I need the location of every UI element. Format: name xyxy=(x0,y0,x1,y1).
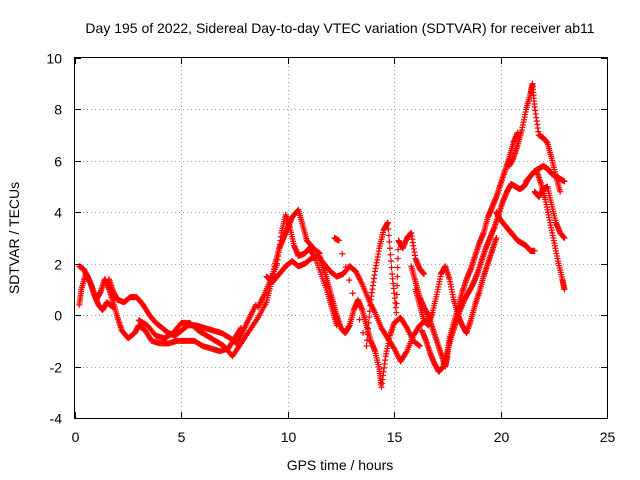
data-point xyxy=(394,273,401,280)
series-trace-12 xyxy=(493,209,538,254)
data-point xyxy=(394,282,401,289)
y-tick-label: 10 xyxy=(46,51,62,67)
x-tick-label: 10 xyxy=(281,429,297,445)
data-point xyxy=(561,178,568,185)
data-point xyxy=(393,300,400,307)
data-point xyxy=(346,277,353,284)
data-point xyxy=(342,263,349,270)
data-point xyxy=(365,319,372,326)
y-tick-label: -4 xyxy=(50,411,63,427)
series-trace-3 xyxy=(106,276,259,347)
data-point xyxy=(364,331,371,338)
series-trace-5 xyxy=(255,211,340,329)
x-tick-label: 20 xyxy=(494,429,510,445)
data-point xyxy=(416,343,423,349)
data-point xyxy=(360,329,367,336)
data-point xyxy=(388,258,395,265)
data-point xyxy=(335,237,342,244)
data-point xyxy=(393,309,400,316)
data-point xyxy=(395,246,402,253)
data-point xyxy=(353,303,360,310)
data-point xyxy=(387,251,394,258)
series-trace-14 xyxy=(523,163,568,185)
series-trace-8 xyxy=(331,219,427,349)
series-trace-16 xyxy=(533,168,568,293)
data-point xyxy=(561,235,568,241)
data-point xyxy=(415,342,422,349)
data-point xyxy=(364,337,371,344)
x-tick-label: 5 xyxy=(178,429,186,445)
data-point xyxy=(394,264,401,271)
data-point xyxy=(557,188,564,195)
y-tick-labels: -4 -2 0 2 4 6 8 10 xyxy=(46,51,62,427)
y-tick-label: 0 xyxy=(54,308,62,324)
data-point xyxy=(420,271,427,277)
x-tick-label: 15 xyxy=(387,429,403,445)
y-tick-label: 4 xyxy=(54,205,62,221)
y-tick-label: 6 xyxy=(54,154,62,170)
chart-title: Day 195 of 2022, Sidereal Day-to-day VTE… xyxy=(85,20,594,36)
series-trace-11 xyxy=(412,235,500,337)
data-point xyxy=(363,343,370,349)
x-tick-labels: 0 5 10 15 20 25 xyxy=(72,429,616,445)
y-axis-label: SDTVAR / TECUs xyxy=(6,182,22,294)
data-point xyxy=(366,314,373,321)
data-point xyxy=(365,325,372,332)
data-point xyxy=(386,245,393,252)
grid xyxy=(75,58,607,418)
series-trace-6 xyxy=(263,253,430,365)
data-point xyxy=(384,219,391,226)
data-point xyxy=(385,226,392,232)
data-point xyxy=(339,250,346,257)
data-point xyxy=(388,264,395,271)
data-point xyxy=(385,232,392,239)
series-trace-7 xyxy=(316,253,423,391)
axis-ticks xyxy=(75,58,608,419)
data-point xyxy=(531,247,538,254)
data-point xyxy=(366,308,373,315)
data-point xyxy=(349,290,356,297)
data-point xyxy=(394,255,401,262)
data-point xyxy=(393,291,400,298)
x-tick-label: 25 xyxy=(600,429,616,445)
x-tick-label: 0 xyxy=(72,429,80,445)
y-tick-label: 2 xyxy=(54,257,62,273)
y-tick-label: -2 xyxy=(50,360,63,376)
data-point xyxy=(386,238,393,245)
data-point xyxy=(493,235,500,241)
data-point xyxy=(367,302,374,309)
y-tick-label: 8 xyxy=(54,102,62,118)
x-axis-label: GPS time / hours xyxy=(287,457,394,473)
series-trace-10 xyxy=(418,175,532,375)
data-marks xyxy=(76,80,568,391)
data-point xyxy=(561,286,568,293)
data-point xyxy=(514,129,521,136)
data-point xyxy=(403,349,410,356)
plot-frame xyxy=(74,57,608,419)
data-point xyxy=(356,316,363,323)
series-trace-13 xyxy=(506,80,564,195)
